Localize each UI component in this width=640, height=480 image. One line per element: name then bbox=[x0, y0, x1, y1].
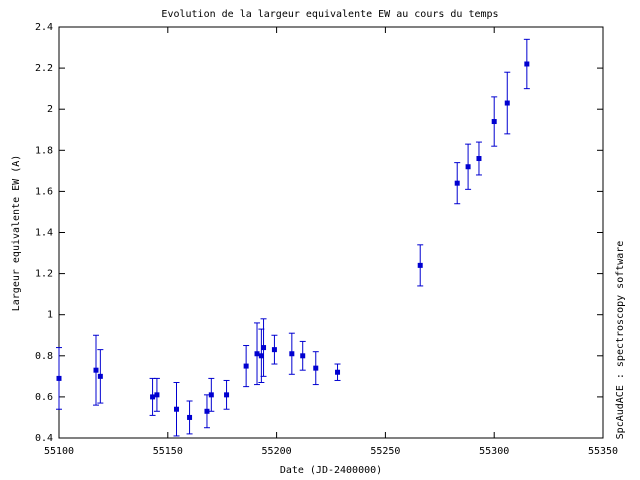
y-tick-label: 2.4 bbox=[35, 22, 53, 33]
chart-title: Evolution de la largeur equivalente EW a… bbox=[161, 9, 498, 20]
point bbox=[258, 353, 264, 359]
point bbox=[150, 394, 156, 400]
x-axis-label: Date (JD-2400000) bbox=[280, 465, 382, 476]
point bbox=[454, 180, 460, 186]
y-tick-label: 0.4 bbox=[35, 433, 53, 444]
point bbox=[524, 61, 530, 67]
y-tick-label: 1.4 bbox=[35, 228, 53, 239]
point bbox=[187, 414, 193, 420]
x-tick-label: 55100 bbox=[44, 446, 74, 457]
point bbox=[465, 164, 471, 170]
y-axis-label: Largeur equivalente EW (A) bbox=[11, 155, 22, 312]
x-tick-label: 55350 bbox=[588, 446, 618, 457]
point bbox=[335, 369, 341, 375]
point bbox=[243, 363, 249, 369]
point bbox=[504, 100, 510, 106]
point bbox=[208, 392, 214, 398]
y-tick-label: 2 bbox=[47, 104, 53, 115]
y-tick-label: 0.6 bbox=[35, 392, 53, 403]
x-tick-label: 55150 bbox=[153, 446, 183, 457]
point bbox=[174, 406, 180, 412]
point bbox=[476, 156, 482, 162]
point bbox=[417, 262, 423, 268]
point bbox=[271, 347, 277, 353]
y-tick-label: 2.2 bbox=[35, 63, 53, 74]
point bbox=[491, 119, 497, 125]
point bbox=[93, 367, 99, 373]
point bbox=[154, 392, 160, 398]
y-tick-label: 1.6 bbox=[35, 186, 53, 197]
side-label: SpcAudACE : spectroscopy software bbox=[615, 241, 626, 440]
x-tick-label: 55300 bbox=[479, 446, 509, 457]
point bbox=[313, 365, 319, 371]
point bbox=[261, 345, 267, 351]
point bbox=[300, 353, 306, 359]
point bbox=[97, 373, 103, 379]
y-tick-label: 1 bbox=[47, 310, 53, 321]
point bbox=[204, 408, 210, 414]
point bbox=[289, 351, 295, 357]
point bbox=[224, 392, 230, 398]
x-tick-label: 55250 bbox=[370, 446, 400, 457]
y-tick-label: 1.8 bbox=[35, 145, 53, 156]
point bbox=[254, 351, 260, 357]
x-tick-label: 55200 bbox=[262, 446, 292, 457]
y-tick-label: 1.2 bbox=[35, 269, 53, 280]
point bbox=[56, 375, 62, 381]
y-tick-label: 0.8 bbox=[35, 351, 53, 362]
